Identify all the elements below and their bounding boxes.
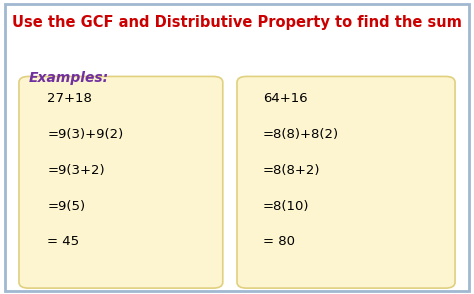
FancyBboxPatch shape — [5, 4, 469, 291]
Text: 27+18: 27+18 — [47, 92, 92, 105]
FancyBboxPatch shape — [237, 76, 455, 288]
Text: Use the GCF and Distributive Property to find the sum: Use the GCF and Distributive Property to… — [12, 15, 462, 30]
Text: =8(8+2): =8(8+2) — [263, 164, 320, 177]
Text: =9(3)+9(2): =9(3)+9(2) — [47, 128, 124, 141]
Text: = 80: = 80 — [263, 235, 295, 248]
Text: =8(10): =8(10) — [263, 200, 310, 213]
Text: =9(5): =9(5) — [47, 200, 85, 213]
Text: = 45: = 45 — [47, 235, 80, 248]
Text: =9(3+2): =9(3+2) — [47, 164, 105, 177]
FancyBboxPatch shape — [19, 76, 223, 288]
Text: Examples:: Examples: — [28, 71, 109, 85]
Text: =8(8)+8(2): =8(8)+8(2) — [263, 128, 339, 141]
Text: 64+16: 64+16 — [263, 92, 308, 105]
